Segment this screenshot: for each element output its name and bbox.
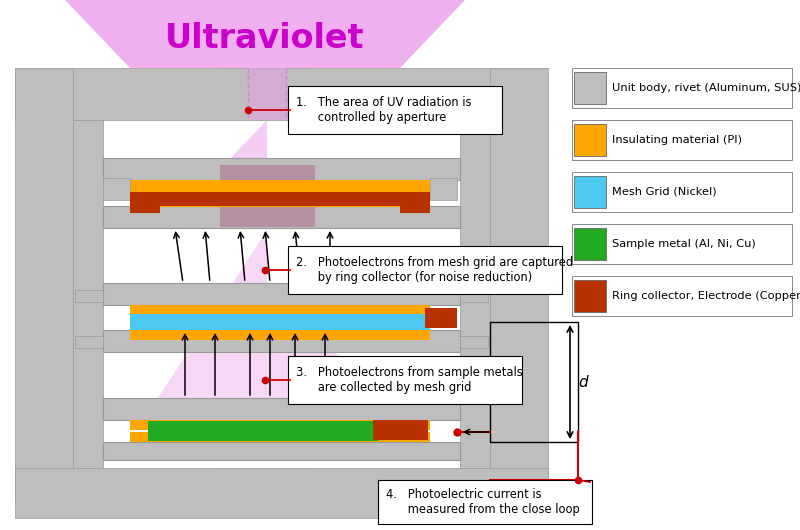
Bar <box>400 205 430 213</box>
FancyBboxPatch shape <box>288 86 502 134</box>
Text: Ultraviolet: Ultraviolet <box>166 22 365 55</box>
Bar <box>373 420 428 440</box>
Polygon shape <box>65 0 465 68</box>
Bar <box>75 290 103 302</box>
Text: Sample metal (Al, Ni, Cu): Sample metal (Al, Ni, Cu) <box>612 239 756 249</box>
Bar <box>103 330 460 352</box>
Polygon shape <box>158 230 380 398</box>
Bar <box>73 120 103 468</box>
Bar <box>130 205 160 213</box>
Bar <box>130 195 430 207</box>
Bar <box>572 224 792 264</box>
FancyBboxPatch shape <box>288 356 522 404</box>
Bar <box>574 176 606 208</box>
Text: Ring collector, Electrode (Copper): Ring collector, Electrode (Copper) <box>612 291 800 301</box>
Bar <box>574 228 606 260</box>
FancyBboxPatch shape <box>288 246 562 294</box>
Bar <box>490 68 548 498</box>
Bar <box>103 206 460 228</box>
Polygon shape <box>183 120 350 208</box>
Bar <box>425 308 457 328</box>
Text: Insulating material (PI): Insulating material (PI) <box>612 135 742 145</box>
Bar <box>220 165 315 227</box>
FancyBboxPatch shape <box>378 480 592 524</box>
Bar <box>15 468 548 518</box>
Bar <box>460 336 488 348</box>
Bar <box>430 178 457 200</box>
Bar <box>572 68 792 108</box>
Bar <box>220 68 315 518</box>
Text: Unit body, rivet (Aluminum, SUS): Unit body, rivet (Aluminum, SUS) <box>612 83 800 93</box>
Bar <box>574 124 606 156</box>
Bar <box>574 280 606 312</box>
Bar <box>15 68 73 498</box>
Bar <box>460 290 488 302</box>
Bar <box>103 398 460 420</box>
Bar <box>130 420 430 430</box>
Bar <box>130 314 430 330</box>
Text: 2.   Photoelectrons from mesh grid are captured
      by ring collector (for noi: 2. Photoelectrons from mesh grid are cap… <box>296 256 573 284</box>
Bar <box>103 178 130 200</box>
Bar <box>574 72 606 104</box>
Text: 4.   Photoelectric current is
      measured from the close loop: 4. Photoelectric current is measured fro… <box>386 488 580 516</box>
Bar <box>490 322 578 442</box>
Bar <box>572 276 792 316</box>
Bar <box>148 421 378 441</box>
Bar <box>460 120 490 468</box>
Bar <box>130 432 430 442</box>
Bar <box>248 68 286 120</box>
Bar <box>130 330 430 340</box>
Bar <box>75 336 103 348</box>
Bar <box>103 442 460 460</box>
Bar <box>15 68 545 120</box>
Bar <box>572 120 792 160</box>
Bar <box>73 120 490 468</box>
Bar <box>130 180 430 192</box>
Bar <box>130 305 430 315</box>
Bar <box>130 192 430 206</box>
Bar <box>572 172 792 212</box>
Text: 1.   The area of UV radiation is
      controlled by aperture: 1. The area of UV radiation is controlle… <box>296 96 471 124</box>
Bar <box>103 283 460 305</box>
Bar <box>103 158 460 180</box>
Text: $d$: $d$ <box>578 374 590 390</box>
Text: Mesh Grid (Nickel): Mesh Grid (Nickel) <box>612 187 717 197</box>
Text: 3.   Photoelectrons from sample metals
      are collected by mesh grid: 3. Photoelectrons from sample metals are… <box>296 366 522 394</box>
